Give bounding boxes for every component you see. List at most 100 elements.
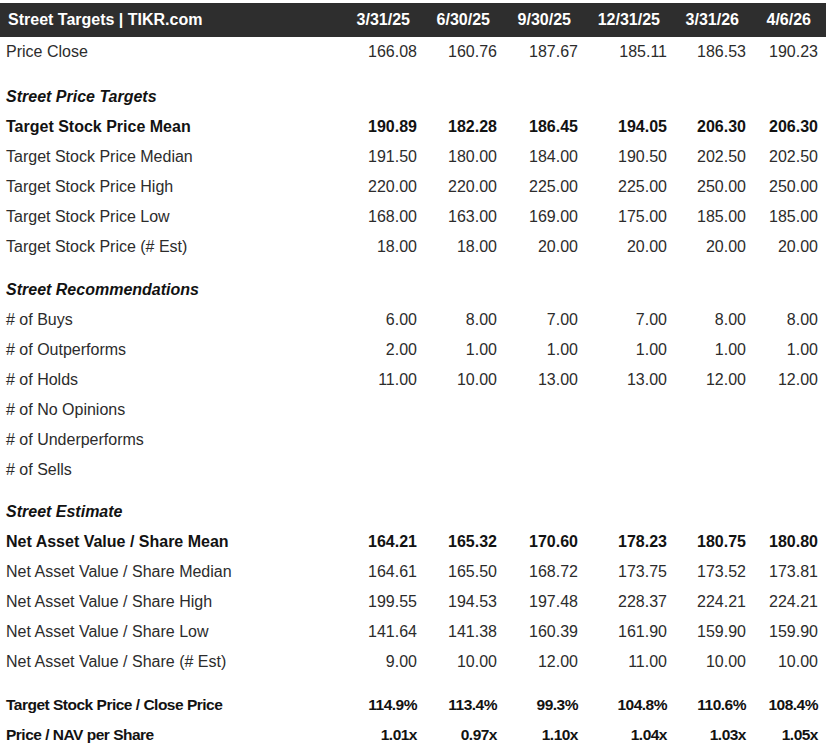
cell-value: 113.4%	[425, 690, 505, 720]
section-header-row: Street Price Targets	[0, 82, 826, 112]
cell-value: 202.50	[754, 142, 826, 172]
row-label: # of No Opinions	[0, 395, 345, 425]
table-row: Price Close166.08160.76187.67185.11186.5…	[0, 37, 826, 67]
column-header-date: 9/30/25	[505, 3, 586, 37]
cell-value: 12.00	[754, 365, 826, 395]
row-label: Target Stock Price Mean	[0, 112, 345, 142]
cell-value	[505, 395, 586, 425]
table-row: # of No Opinions	[0, 395, 826, 425]
cell-value: 178.23	[586, 527, 675, 557]
cell-value: 194.05	[586, 112, 675, 142]
cell-value: 108.4%	[754, 690, 826, 720]
cell-value	[754, 395, 826, 425]
cell-value: 1.00	[425, 335, 505, 365]
cell-value: 182.28	[425, 112, 505, 142]
cell-value	[586, 395, 675, 425]
column-header-date: 3/31/25	[345, 3, 425, 37]
gap-cell	[0, 67, 826, 82]
cell-value: 1.04x	[586, 720, 675, 750]
cell-value: 187.67	[505, 37, 586, 67]
column-header-date: 12/31/25	[586, 3, 675, 37]
cell-value: 185.00	[754, 202, 826, 232]
cell-value: 1.03x	[675, 720, 754, 750]
cell-value: 160.76	[425, 37, 505, 67]
cell-value: 8.00	[425, 305, 505, 335]
row-label: # of Underperforms	[0, 425, 345, 455]
row-label: # of Buys	[0, 305, 345, 335]
gap-cell	[0, 485, 826, 497]
cell-value	[425, 455, 505, 485]
cell-value	[425, 425, 505, 455]
section-gap	[0, 67, 826, 82]
cell-value: 206.30	[754, 112, 826, 142]
cell-value: 10.00	[754, 647, 826, 677]
cell-value: 173.75	[586, 557, 675, 587]
table-row: Net Asset Value / Share (# Est)9.0010.00…	[0, 647, 826, 677]
cell-value	[425, 395, 505, 425]
table-row: # of Sells	[0, 455, 826, 485]
section-gap	[0, 677, 826, 690]
cell-value: 250.00	[754, 172, 826, 202]
cell-value: 13.00	[586, 365, 675, 395]
cell-value: 190.50	[586, 142, 675, 172]
gap-cell	[0, 677, 826, 690]
cell-value: 9.00	[345, 647, 425, 677]
row-label: Net Asset Value / Share Low	[0, 617, 345, 647]
cell-value: 173.52	[675, 557, 754, 587]
table-row: Target Stock Price High220.00220.00225.0…	[0, 172, 826, 202]
cell-value: 99.3%	[505, 690, 586, 720]
cell-value: 168.00	[345, 202, 425, 232]
table-header-row: Street Targets | TIKR.com 3/31/256/30/25…	[0, 3, 826, 37]
table-row: # of Underperforms	[0, 425, 826, 455]
cell-value: 173.81	[754, 557, 826, 587]
cell-value: 11.00	[586, 647, 675, 677]
section-title: Street Recommendations	[0, 275, 826, 305]
cell-value: 12.00	[675, 365, 754, 395]
cell-value: 186.45	[505, 112, 586, 142]
street-targets-table: Street Targets | TIKR.com 3/31/256/30/25…	[0, 3, 826, 750]
cell-value: 180.75	[675, 527, 754, 557]
cell-value: 202.50	[675, 142, 754, 172]
cell-value	[675, 455, 754, 485]
cell-value: 168.72	[505, 557, 586, 587]
cell-value: 220.00	[345, 172, 425, 202]
row-label: Target Stock Price Low	[0, 202, 345, 232]
table-row: Net Asset Value / Share Mean164.21165.32…	[0, 527, 826, 557]
cell-value: 8.00	[675, 305, 754, 335]
cell-value: 185.11	[586, 37, 675, 67]
column-header-date: 6/30/25	[425, 3, 505, 37]
cell-value	[586, 455, 675, 485]
cell-value: 206.30	[675, 112, 754, 142]
cell-value: 1.00	[675, 335, 754, 365]
row-label: # of Sells	[0, 455, 345, 485]
cell-value: 114.9%	[345, 690, 425, 720]
cell-value: 186.53	[675, 37, 754, 67]
cell-value: 163.00	[425, 202, 505, 232]
cell-value: 1.00	[754, 335, 826, 365]
cell-value: 197.48	[505, 587, 586, 617]
cell-value	[754, 455, 826, 485]
cell-value: 164.61	[345, 557, 425, 587]
table-row: # of Outperforms2.001.001.001.001.001.00	[0, 335, 826, 365]
cell-value: 228.37	[586, 587, 675, 617]
cell-value: 11.00	[345, 365, 425, 395]
street-targets-panel: Street Targets | TIKR.com 3/31/256/30/25…	[0, 3, 826, 750]
table-row: # of Buys6.008.007.007.008.008.00	[0, 305, 826, 335]
table-row: Target Stock Price Mean190.89182.28186.4…	[0, 112, 826, 142]
row-label: Price Close	[0, 37, 345, 67]
cell-value: 7.00	[505, 305, 586, 335]
section-gap	[0, 262, 826, 275]
table-row: Target Stock Price (# Est)18.0018.0020.0…	[0, 232, 826, 262]
cell-value: 164.21	[345, 527, 425, 557]
cell-value: 20.00	[586, 232, 675, 262]
cell-value: 180.80	[754, 527, 826, 557]
cell-value: 6.00	[345, 305, 425, 335]
cell-value: 18.00	[425, 232, 505, 262]
cell-value: 170.60	[505, 527, 586, 557]
cell-value: 175.00	[586, 202, 675, 232]
table-row: Net Asset Value / Share Median164.61165.…	[0, 557, 826, 587]
cell-value: 169.00	[505, 202, 586, 232]
cell-value: 160.39	[505, 617, 586, 647]
row-label: Target Stock Price / Close Price	[0, 690, 345, 720]
table-row: # of Holds11.0010.0013.0013.0012.0012.00	[0, 365, 826, 395]
